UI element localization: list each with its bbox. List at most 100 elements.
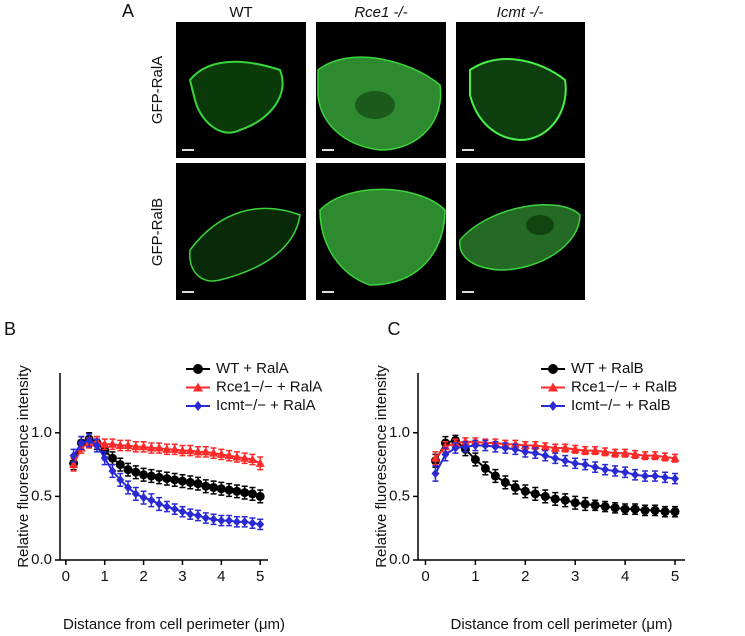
y-axis-title: Relative fluorescence intensity <box>373 365 390 568</box>
point <box>193 446 203 456</box>
point <box>550 443 560 452</box>
point <box>610 448 620 457</box>
point <box>185 445 195 455</box>
point <box>581 460 590 470</box>
point <box>430 453 440 462</box>
point <box>115 460 125 470</box>
point <box>108 466 117 476</box>
point <box>610 503 620 513</box>
point <box>162 502 171 512</box>
legend-marker <box>193 364 203 374</box>
row-label: GFP-RalB <box>149 198 166 266</box>
point <box>209 482 219 492</box>
point <box>177 476 187 486</box>
point <box>551 453 560 463</box>
point <box>224 485 234 495</box>
point <box>69 451 78 461</box>
point <box>600 446 610 456</box>
point <box>630 504 640 514</box>
point <box>240 488 250 498</box>
point <box>107 453 117 463</box>
point <box>490 471 500 481</box>
point <box>139 441 149 451</box>
point <box>201 481 211 491</box>
point <box>92 441 101 451</box>
x-tick-label: 5 <box>671 568 679 585</box>
legend-label: Icmt−/− + RalA <box>216 397 316 414</box>
point <box>256 519 265 529</box>
point <box>194 510 203 520</box>
point <box>481 441 490 451</box>
point <box>590 445 600 455</box>
point <box>550 494 560 504</box>
point <box>621 467 630 477</box>
point <box>670 507 680 517</box>
point <box>139 493 148 503</box>
point <box>671 474 680 484</box>
point <box>146 471 156 481</box>
point <box>232 451 242 461</box>
point <box>480 463 490 473</box>
point <box>521 447 530 457</box>
point <box>131 489 140 499</box>
point <box>560 495 570 505</box>
x-tick-label: 4 <box>217 568 225 585</box>
point <box>154 472 164 482</box>
point <box>580 499 590 509</box>
x-tick-label: 2 <box>139 568 147 585</box>
point <box>620 504 630 514</box>
panel-label: C <box>388 319 401 339</box>
point <box>77 438 86 448</box>
point <box>651 471 660 481</box>
point <box>240 453 250 462</box>
legend-label: WT + RalB <box>571 360 644 377</box>
point <box>630 449 640 458</box>
point <box>640 505 650 515</box>
point <box>85 435 94 445</box>
point <box>224 450 234 460</box>
point <box>600 502 610 512</box>
point <box>471 441 480 451</box>
x-tick-label: 0 <box>62 568 70 585</box>
point <box>247 489 257 499</box>
point <box>431 468 440 478</box>
point <box>209 514 218 524</box>
x-tick-label: 0 <box>421 568 429 585</box>
point <box>216 449 226 458</box>
point <box>216 484 226 494</box>
point <box>520 486 530 496</box>
point <box>510 482 520 492</box>
point <box>69 459 79 469</box>
point <box>162 474 172 484</box>
point <box>531 448 540 458</box>
x-axis-title: Distance from cell perimeter (μm) <box>450 616 672 633</box>
point <box>470 455 480 465</box>
point <box>107 439 117 448</box>
column-label: Rce1 -/- <box>354 4 407 21</box>
point <box>590 500 600 510</box>
x-tick-label: 5 <box>256 568 264 585</box>
point <box>601 465 610 475</box>
point <box>631 470 640 480</box>
point <box>570 444 580 453</box>
y-tick-label: 0.0 <box>31 551 52 568</box>
legend-label: Icmt−/− + RalB <box>571 397 671 414</box>
column-label: Icmt -/- <box>497 4 544 21</box>
panel-label: A <box>122 1 134 21</box>
point <box>154 443 164 452</box>
point <box>124 482 133 492</box>
point <box>247 454 257 464</box>
point <box>217 516 226 526</box>
y-tick-label: 0.0 <box>389 551 410 568</box>
y-tick-label: 1.0 <box>31 424 52 441</box>
point <box>530 440 540 450</box>
legend-marker <box>549 401 557 411</box>
point <box>511 444 520 454</box>
point <box>591 462 600 472</box>
point <box>650 450 660 460</box>
point <box>530 489 540 499</box>
point <box>139 470 149 480</box>
point <box>451 443 460 453</box>
legend-marker <box>194 401 202 411</box>
point <box>131 441 141 451</box>
